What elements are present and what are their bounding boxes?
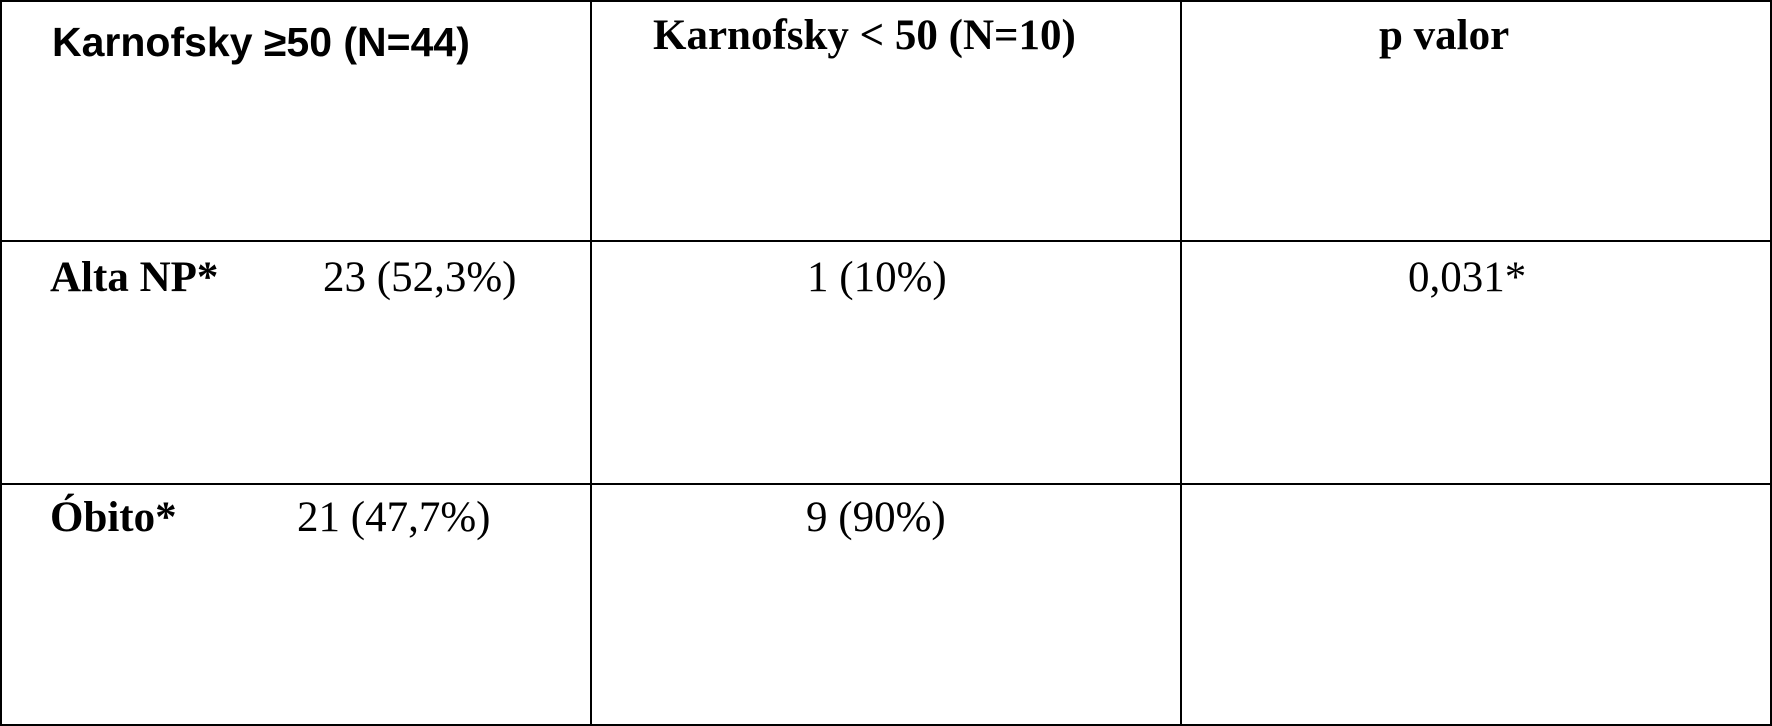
header-karnofsky-lt50: Karnofsky < 50 (N=10) (653, 12, 1076, 59)
row-label-obito: Óbito* (50, 494, 177, 541)
cell-obito-lt50: 9 (90%) (806, 494, 946, 541)
cell-obito-ge50: 21 (47,7%) (297, 494, 491, 541)
header-p-valor: p valor (1379, 12, 1510, 59)
header-karnofsky-ge50: Karnofsky ≥50 (N=44) (52, 19, 470, 65)
row-label-alta-np: Alta NP* (50, 254, 219, 301)
row-divider (0, 483, 1772, 485)
column-divider (1180, 0, 1182, 726)
cell-alta-ge50: 23 (52,3%) (323, 254, 517, 301)
table-border-right (1770, 0, 1772, 726)
cell-alta-lt50: 1 (10%) (807, 254, 947, 301)
table-border-top (0, 0, 1772, 2)
table-border-bottom (0, 724, 1772, 726)
row-divider (0, 240, 1772, 242)
cell-alta-p: 0,031* (1408, 254, 1527, 301)
table-border-left (0, 0, 2, 726)
column-divider (590, 0, 592, 726)
